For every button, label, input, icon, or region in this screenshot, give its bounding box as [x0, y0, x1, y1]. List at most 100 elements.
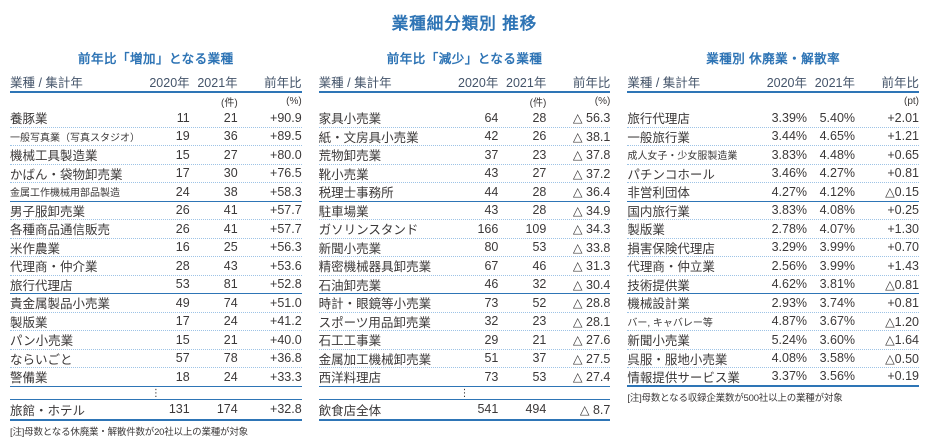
table-row: 呉服・服地小売業 4.08% 3.58% △0.50: [627, 350, 920, 368]
table-row: 男子服卸売業 26 41 +57.7: [10, 202, 302, 220]
value-2020: 11: [176, 110, 190, 125]
table-row: 機械設計業 2.93% 3.74% +0.81: [627, 294, 920, 313]
table-row: 代理商・仲立業 2.56% 3.99% +1.43: [627, 257, 920, 276]
industry-name: 機械工具製造業: [10, 149, 98, 164]
value-2020: 57: [175, 351, 190, 366]
yoy-value: +41.2: [270, 314, 302, 329]
header-2021: 2021年: [506, 76, 547, 90]
value-2020: 15: [175, 147, 190, 162]
value-2020: 17: [175, 166, 190, 181]
value-2021: 3.60%: [819, 332, 856, 347]
value-2021: 28: [532, 203, 547, 218]
value-2021: 4.08%: [819, 203, 856, 218]
header-2021: 2021年: [814, 76, 856, 90]
header-industry: 業種 / 集計年: [627, 76, 701, 90]
industry-name: 旅館・ホテル: [10, 403, 86, 418]
table-row: 金属加工機械卸売業 51 37 △ 27.5: [318, 350, 611, 368]
yoy-value: △ 28.8: [572, 296, 611, 311]
value-2021: 3.81%: [819, 277, 856, 292]
industry-name: 旅行代理店: [10, 278, 73, 293]
value-2021: 494: [525, 402, 547, 416]
table-row: 警備業 18 24 +33.3: [10, 368, 302, 387]
industry-name: 紙・文房具小売業: [318, 130, 419, 145]
industry-name: 技術提供業: [627, 278, 690, 293]
table-row: 税理士事務所 44 28 △ 36.4: [318, 183, 611, 202]
industry-name: 飲食店全体: [318, 403, 382, 418]
value-2020: 24: [175, 184, 190, 199]
table-row: 精密機械器具卸売業 67 46 △ 31.3: [318, 257, 611, 276]
table-row: 養豚業 11 21 +90.9: [10, 109, 302, 128]
industry-name: ガソリンスタンド: [318, 223, 419, 238]
table-row: 石油卸売業 46 32 △ 30.4: [318, 276, 611, 294]
yoy-value: +32.8: [270, 402, 302, 416]
header-industry: 業種 / 集計年: [318, 76, 392, 90]
value-2020: 2.78%: [771, 221, 808, 236]
unit-cell: (%): [286, 95, 302, 107]
value-2020: 4.87%: [771, 314, 808, 329]
yoy-value: △ 27.5: [572, 351, 611, 366]
value-2021: 25: [223, 240, 238, 255]
industry-name: 金属加工機械卸売業: [318, 352, 432, 367]
table-row: 時計・眼鏡等小売業 73 52 △ 28.8: [318, 294, 611, 313]
value-2020: 3.29%: [771, 240, 808, 255]
table-row: パチンコホール 3.46% 4.27% +0.81: [627, 165, 920, 183]
value-2020: 26: [175, 203, 190, 218]
yoy-value: △ 37.2: [572, 166, 611, 181]
yoy-value: +0.25: [887, 203, 920, 218]
header-2021: 2021年: [197, 76, 238, 90]
value-2021: 3.56%: [819, 369, 856, 384]
value-2021: 78: [223, 351, 238, 366]
total-row: 飲食店全体 541 494 △ 8.7: [318, 400, 611, 421]
value-2020: 49: [175, 295, 190, 310]
value-2021: 46: [532, 258, 547, 273]
yoy-value: △0.50: [885, 351, 920, 366]
yoy-value: +2.01: [887, 110, 920, 125]
industry-name: 西洋料理店: [318, 371, 382, 386]
value-2020: 37: [484, 147, 499, 162]
value-2021: 109: [525, 221, 547, 236]
value-2020: 67: [484, 258, 499, 273]
table-row: 国内旅行業 3.83% 4.08% +0.25: [627, 202, 920, 220]
value-2020: 3.37%: [771, 369, 808, 384]
unit-cell: (pt): [904, 95, 920, 107]
table-subtitle: 前年比「増加」となる業種: [78, 52, 234, 66]
value-2020: 43: [484, 166, 499, 181]
industry-name: 精密機械器具卸売業: [318, 260, 432, 275]
value-2020: 51: [484, 351, 499, 366]
value-2020: 26: [175, 221, 190, 236]
value-2020: 131: [168, 402, 190, 416]
table-row: 機械工具製造業 15 27 +80.0: [10, 146, 302, 165]
yoy-value: +1.21: [887, 129, 920, 144]
yoy-value: △1.64: [885, 333, 920, 348]
yoy-value: +57.7: [270, 203, 302, 218]
value-2021: 174: [216, 402, 238, 416]
value-2020: 3.83%: [771, 147, 808, 162]
industry-name: 米作農業: [10, 241, 61, 256]
header-2020: 2020年: [458, 76, 499, 90]
yoy-value: △ 34.9: [572, 203, 611, 218]
value-2020: 80: [484, 240, 499, 255]
yoy-value: +0.81: [887, 295, 920, 310]
yoy-value: +80.0: [270, 147, 302, 162]
industry-name: 国内旅行業: [627, 204, 690, 219]
column-header-row: 業種 / 集計年 2020年 2021年 前年比: [627, 72, 920, 93]
value-2020: 3.46%: [771, 166, 808, 181]
value-2021: 4.12%: [819, 184, 856, 199]
value-2020: 64: [484, 110, 499, 125]
yoy-value: △ 38.1: [572, 129, 611, 144]
industry-name: 石工工事業: [318, 334, 382, 349]
value-2021: 23: [532, 314, 547, 329]
yoy-value: △ 56.3: [572, 111, 611, 126]
table-row: 金属工作機械用部品製造 24 38 +58.3: [10, 183, 302, 202]
value-2020: 43: [484, 203, 499, 218]
table-row: 一般旅行業 3.44% 4.65% +1.21: [627, 128, 920, 146]
value-2021: 36: [223, 129, 238, 144]
table-row: 米作農業 16 25 +56.3: [10, 239, 302, 257]
table-note: [注]母数となる収録企業数が500社以上の業種が対象: [627, 392, 843, 404]
value-2020: 4.27%: [771, 184, 808, 199]
industry-name: 製版業: [10, 315, 48, 330]
industry-name: 金属工作機械用部品製造: [10, 188, 120, 200]
value-2020: 16: [175, 240, 190, 255]
yoy-value: △ 37.8: [572, 148, 611, 163]
table-increase: 前年比「増加」となる業種 業種 / 集計年 2020年 2021年 前年比 (件…: [10, 48, 302, 438]
